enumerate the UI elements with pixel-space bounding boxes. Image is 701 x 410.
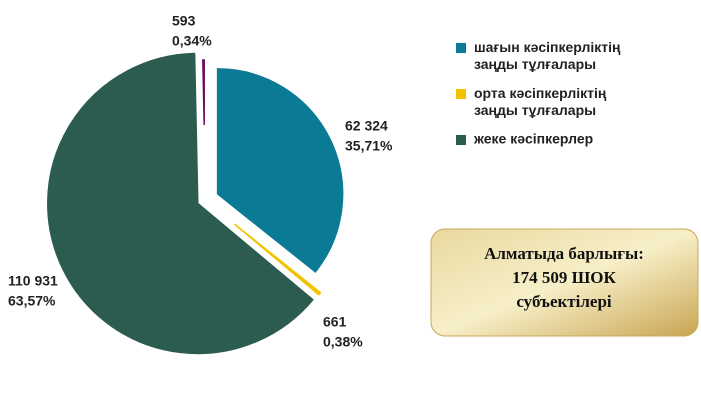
value-label: 62 324 xyxy=(345,118,388,134)
pie-slice xyxy=(202,59,205,126)
legend-label: жеке кәсіпкерлер xyxy=(473,131,593,147)
total-text: 174 509 ШОК xyxy=(512,268,616,287)
percent-label: 35,71% xyxy=(345,138,393,154)
value-label: 661 xyxy=(323,314,347,330)
percent-label: 0,34% xyxy=(172,33,212,49)
pie-slice xyxy=(47,52,314,355)
total-text: субъектілері xyxy=(516,292,612,311)
total-box xyxy=(430,228,699,337)
percent-label: 63,57% xyxy=(8,293,56,309)
legend-marker xyxy=(456,89,466,99)
legend-marker xyxy=(456,43,466,53)
value-label: 110 931 xyxy=(8,273,58,289)
legend-marker xyxy=(456,135,466,145)
pie-slice xyxy=(233,223,322,296)
value-label: 593 xyxy=(172,13,196,29)
percent-label: 0,38% xyxy=(323,334,363,350)
pie-slice xyxy=(216,68,344,273)
legend-label: орта кәсіпкерліктің заңды тұлғалары xyxy=(474,85,607,118)
total-text: Алматыда барлығы: xyxy=(484,244,644,263)
legend-label: шағын кәсіпкерліктің заңды тұлғалары xyxy=(474,39,621,72)
